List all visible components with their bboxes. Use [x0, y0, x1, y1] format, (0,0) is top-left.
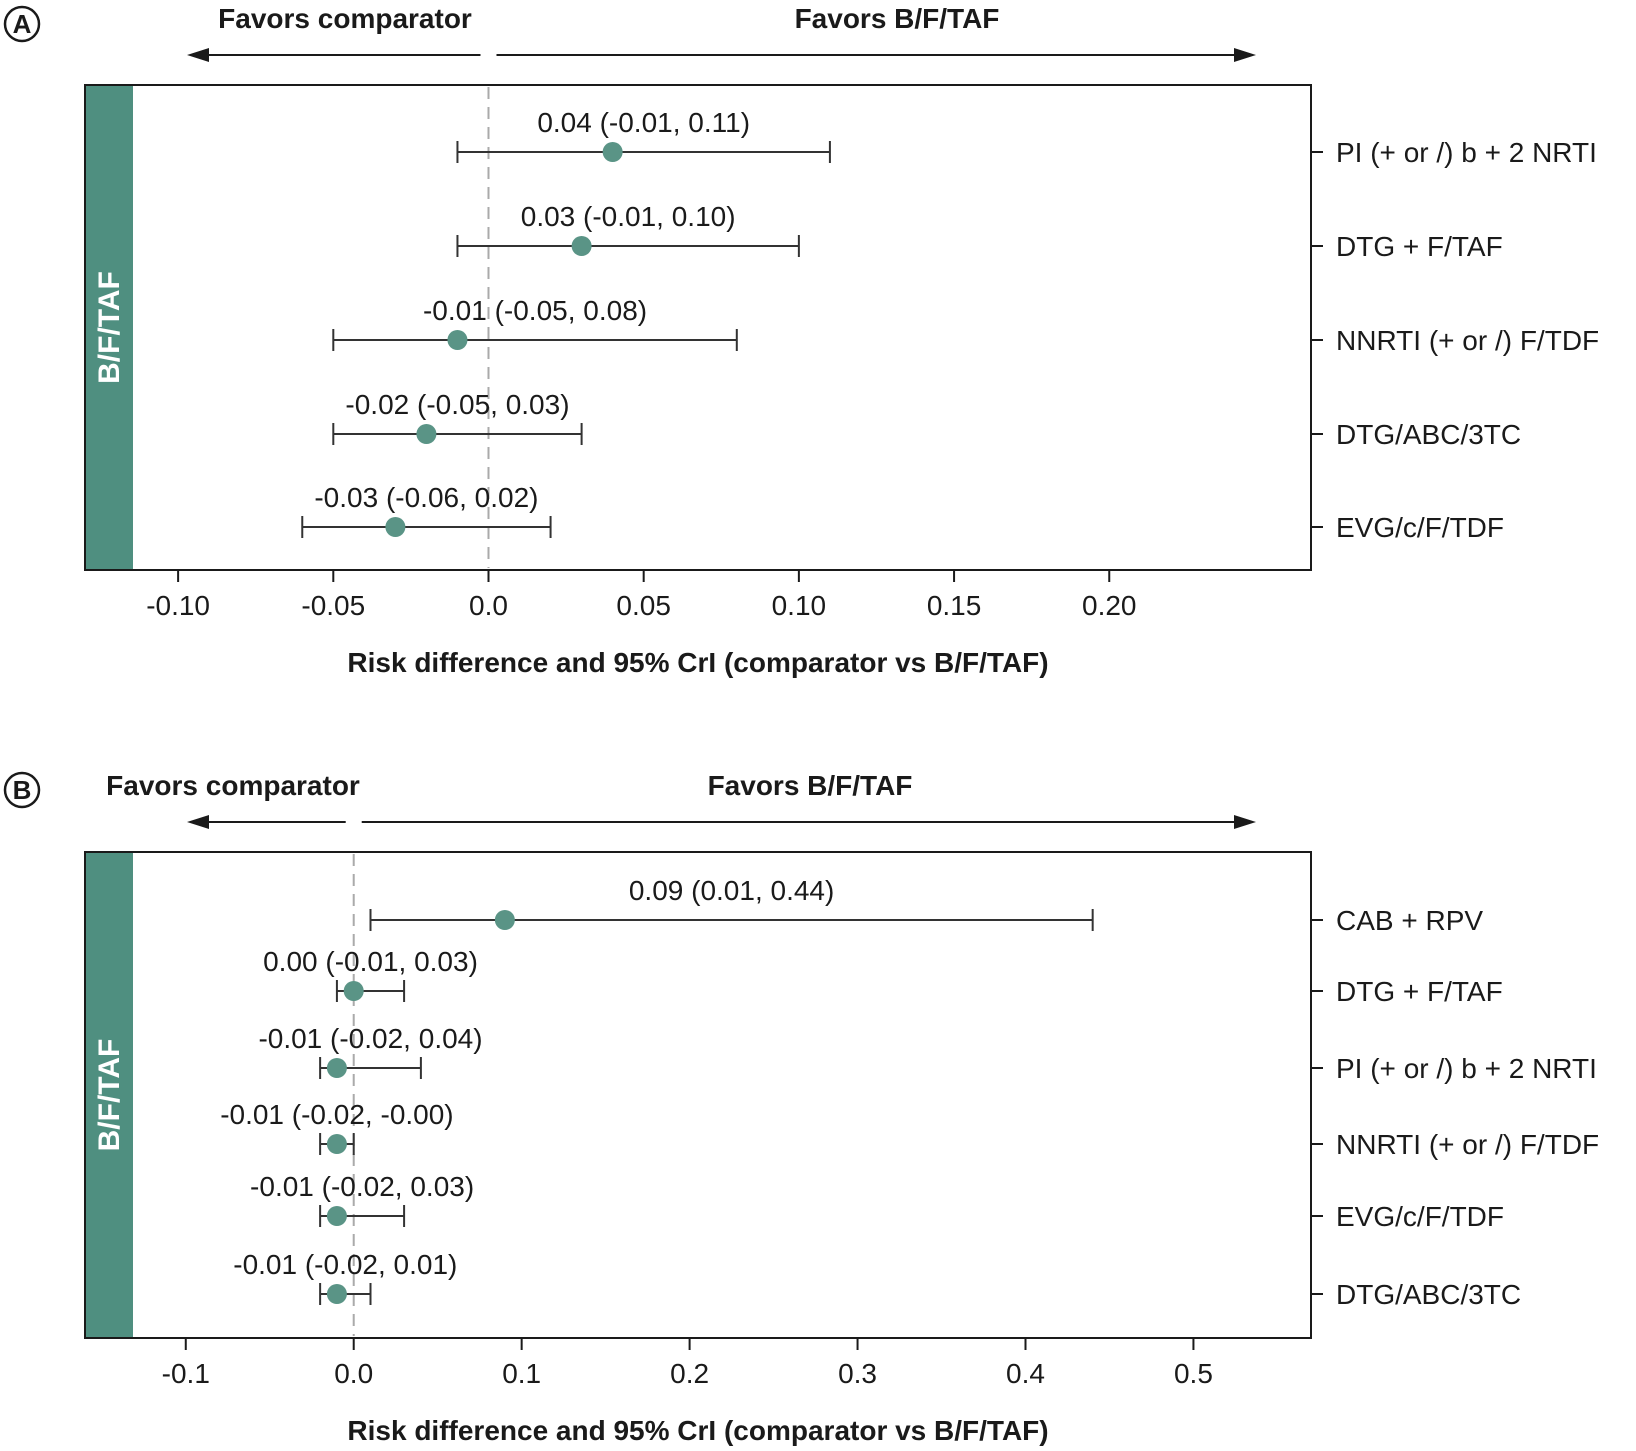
side-band	[86, 86, 133, 569]
panel-letter-circle	[3, 771, 41, 809]
forest-row: -0.01 (-0.05, 0.08) NNRTI (+ or /) F/TDF	[332, 295, 1599, 356]
estimate-label: -0.03 (-0.06, 0.02)	[314, 482, 538, 513]
x-tick-label: 0.4	[1006, 1358, 1045, 1389]
side-band-label: B/F/TAF	[93, 1039, 126, 1152]
row-label: EVG/c/F/TDF	[1336, 1201, 1504, 1232]
row-label: CAB + RPV	[1336, 905, 1483, 936]
panel-letter: B	[13, 775, 32, 805]
row-label: PI (+ or /) b + 2 NRTI	[1336, 1053, 1597, 1084]
direction-right-label: Favors B/F/TAF	[795, 3, 1000, 34]
arrow-left-head	[187, 48, 209, 62]
point-estimate-marker	[326, 1134, 347, 1154]
point-estimate-marker	[602, 142, 623, 162]
forest-row: -0.01 (-0.02, 0.04) PI (+ or /) b + 2 NRT…	[258, 1023, 1596, 1084]
forest-row: 0.03 (-0.01, 0.10) DTG + F/TAF	[456, 201, 1503, 262]
point-estimate-marker	[343, 981, 364, 1001]
x-tick-label: 0.20	[1082, 590, 1137, 621]
direction-left-label: Favors comparator	[218, 3, 472, 34]
side-band	[86, 853, 133, 1337]
panel-b: B Favors comparator Favors B/F/TAF B/F/TAF -…	[3, 770, 1599, 1446]
panel-a: A Favors comparator Favors B/F/TAF B/F/TAF -…	[3, 3, 1599, 678]
estimate-label: -0.01 (-0.05, 0.08)	[423, 295, 647, 326]
row-label: NNRTI (+ or /) F/TDF	[1336, 325, 1599, 356]
estimate-label: -0.01 (-0.02, 0.01)	[233, 1249, 457, 1280]
x-tick-label: 0.3	[838, 1358, 877, 1389]
row-label: EVG/c/F/TDF	[1336, 512, 1504, 543]
row-label: DTG + F/TAF	[1336, 976, 1503, 1007]
point-estimate-marker	[447, 330, 468, 350]
point-estimate-marker	[326, 1284, 347, 1304]
point-estimate-marker	[326, 1206, 347, 1226]
arrow-left-head	[187, 815, 209, 829]
x-tick-label: -0.10	[146, 590, 210, 621]
side-band-label: B/F/TAF	[93, 271, 126, 384]
row-label: PI (+ or /) b + 2 NRTI	[1336, 137, 1597, 168]
x-axis-title: Risk difference and 95% CrI (comparator …	[347, 647, 1048, 678]
point-estimate-marker	[416, 424, 437, 444]
point-estimate-marker	[385, 517, 406, 537]
x-tick-label: 0.5	[1174, 1358, 1213, 1389]
estimate-label: 0.00 (-0.01, 0.03)	[263, 946, 478, 977]
row-label: NNRTI (+ or /) F/TDF	[1336, 1129, 1599, 1160]
forest-row: -0.01 (-0.02, 0.01) DTG/ABC/3TC	[233, 1249, 1521, 1310]
panel-letter: A	[13, 9, 32, 39]
row-label: DTG/ABC/3TC	[1336, 419, 1521, 450]
point-estimate-marker	[571, 236, 592, 256]
x-tick-label: 0.0	[334, 1358, 373, 1389]
x-tick-label: -0.05	[301, 590, 365, 621]
x-tick-label: 0.15	[927, 590, 982, 621]
x-tick-label: -0.1	[162, 1358, 210, 1389]
forest-row: -0.01 (-0.02, -0.00) NNRTI (+ or /) F/TDF	[220, 1099, 1599, 1160]
x-tick-label: 0.10	[772, 590, 827, 621]
estimate-label: 0.04 (-0.01, 0.11)	[537, 107, 750, 138]
forest-row: -0.02 (-0.05, 0.03) DTG/ABC/3TC	[332, 389, 1521, 450]
estimate-label: -0.01 (-0.02, 0.03)	[250, 1171, 474, 1202]
estimate-label: -0.01 (-0.02, 0.04)	[258, 1023, 482, 1054]
forest-row: 0.04 (-0.01, 0.11) PI (+ or /) b + 2 NRTI	[456, 107, 1597, 168]
x-tick-label: 0.2	[670, 1358, 709, 1389]
x-axis-title: Risk difference and 95% CrI (comparator …	[347, 1415, 1048, 1446]
arrow-right-head	[1234, 815, 1256, 829]
forest-row: -0.01 (-0.02, 0.03) EVG/c/F/TDF	[250, 1171, 1504, 1232]
point-estimate-marker	[326, 1058, 347, 1078]
row-label: DTG/ABC/3TC	[1336, 1279, 1521, 1310]
direction-right-label: Favors B/F/TAF	[708, 770, 913, 801]
row-label: DTG + F/TAF	[1336, 231, 1503, 262]
x-tick-label: 0.0	[469, 590, 508, 621]
point-estimate-marker	[494, 910, 515, 930]
estimate-label: 0.03 (-0.01, 0.10)	[521, 201, 736, 232]
forest-row: -0.03 (-0.06, 0.02) EVG/c/F/TDF	[301, 482, 1504, 543]
direction-left-label: Favors comparator	[106, 770, 360, 801]
estimate-label: 0.09 (0.01, 0.44)	[629, 875, 834, 906]
plot-frame	[84, 84, 1312, 571]
panel-letter-circle	[3, 5, 41, 43]
forest-row: 0.09 (0.01, 0.44) CAB + RPV	[369, 875, 1483, 936]
x-tick-label: 0.1	[502, 1358, 541, 1389]
x-tick-label: 0.05	[616, 590, 671, 621]
forest-row: 0.00 (-0.01, 0.03) DTG + F/TAF	[263, 946, 1503, 1007]
plot-frame	[84, 851, 1312, 1339]
estimate-label: -0.02 (-0.05, 0.03)	[345, 389, 569, 420]
arrow-right-head	[1234, 48, 1256, 62]
estimate-label: -0.01 (-0.02, -0.00)	[220, 1099, 453, 1130]
